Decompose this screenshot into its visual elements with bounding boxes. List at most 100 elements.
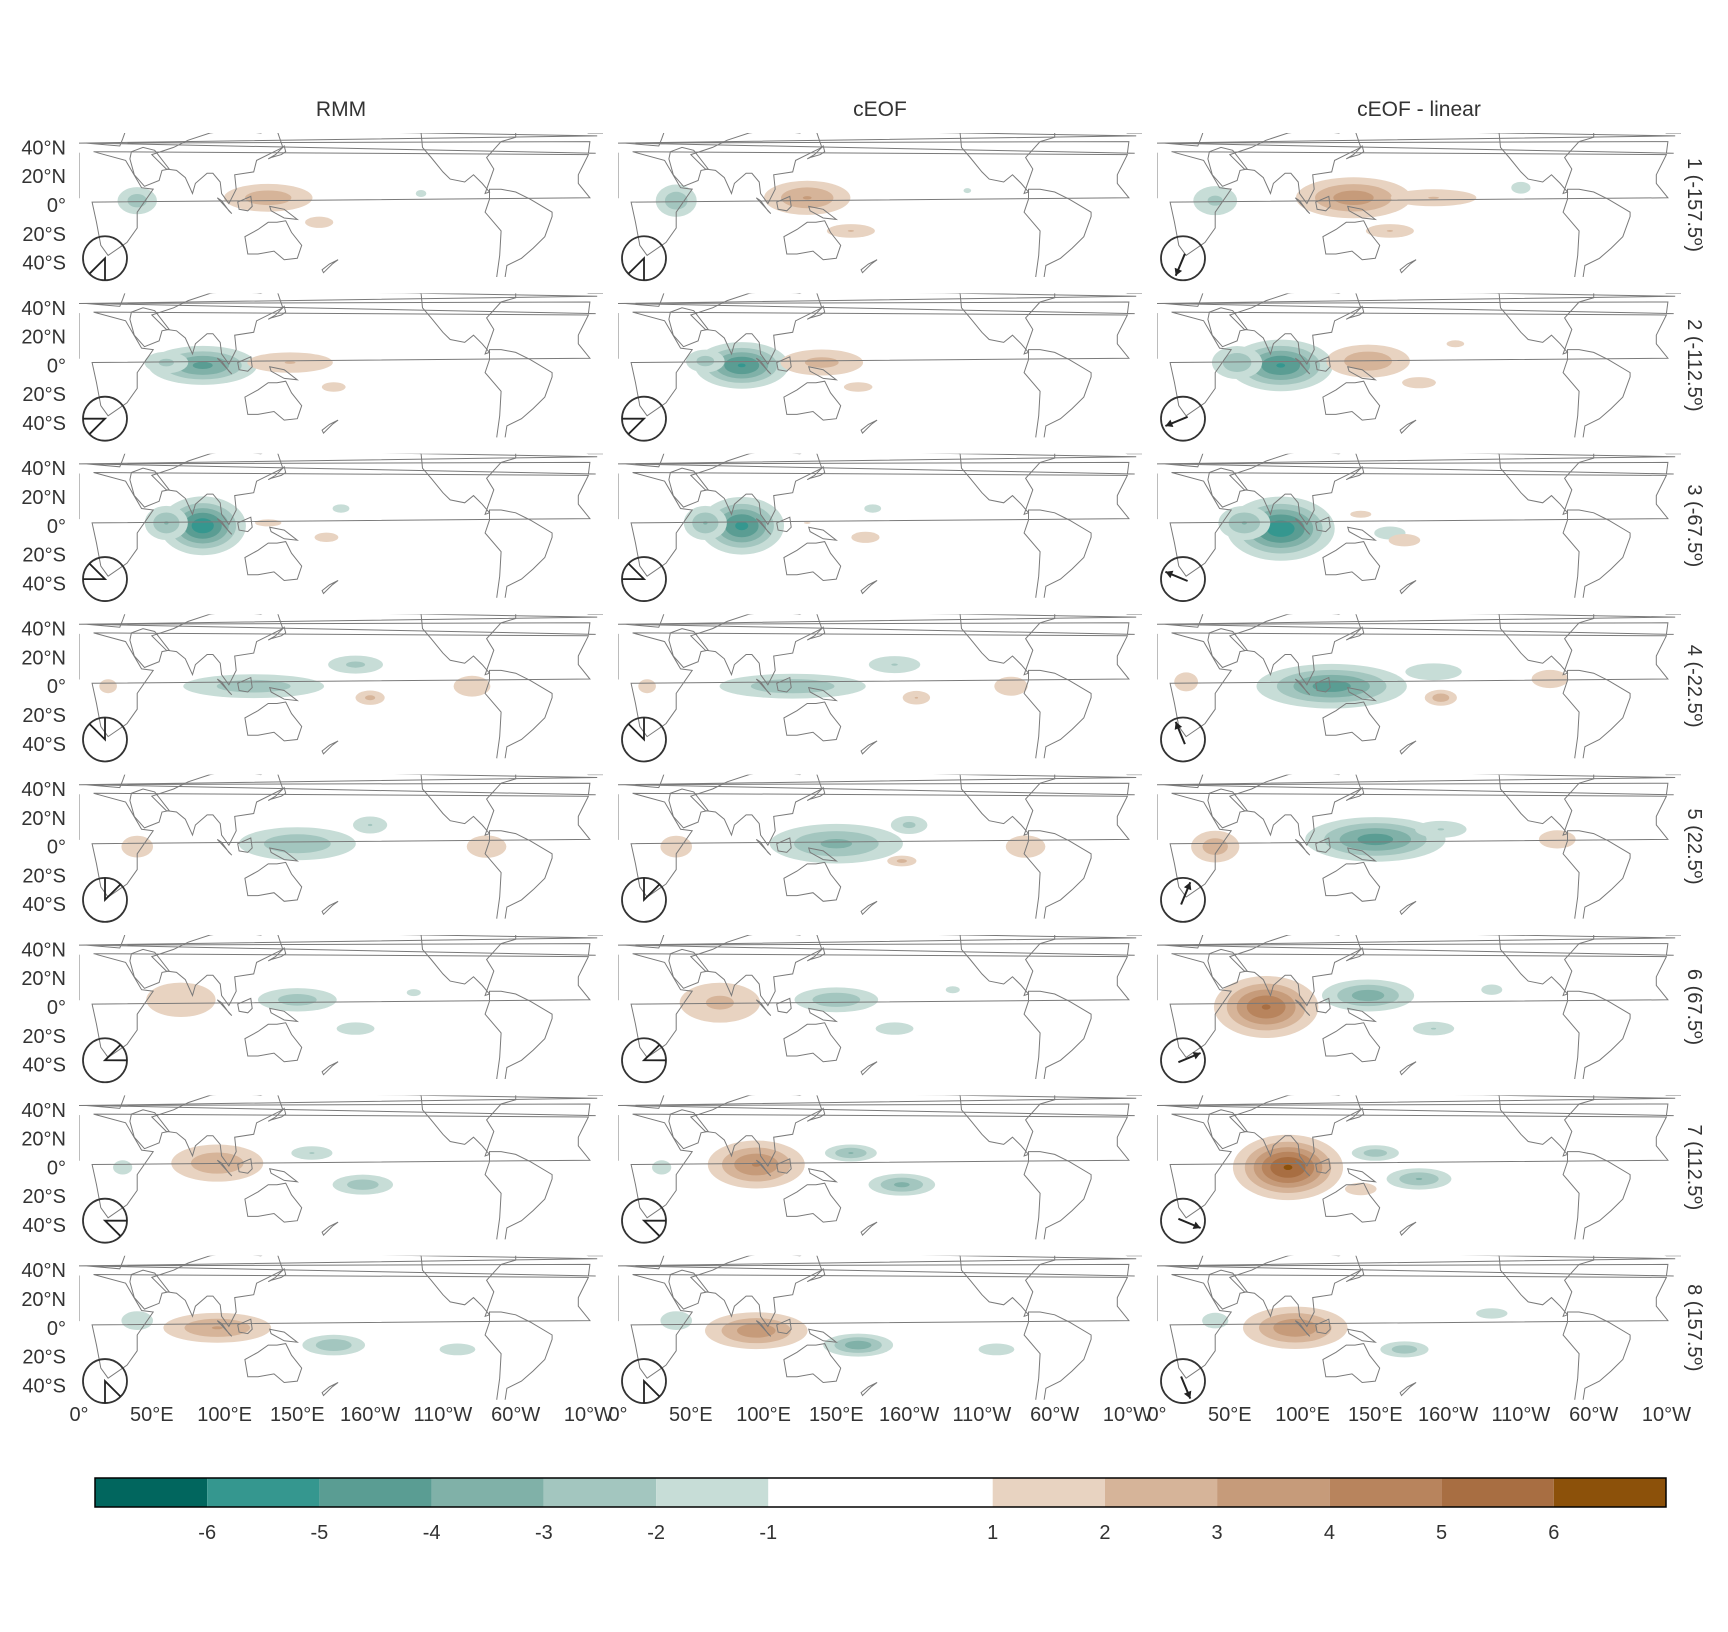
coastline (860, 1061, 878, 1076)
phase-dial (1160, 1197, 1206, 1244)
contour-level (439, 1343, 476, 1356)
coastline (267, 786, 287, 801)
phase-arrowhead (1192, 1052, 1201, 1060)
coastline (1322, 541, 1381, 582)
contour-level (277, 994, 317, 1006)
coastlines (1157, 614, 1681, 759)
coastline (1315, 356, 1331, 372)
coastline (1315, 837, 1331, 853)
latitude-tick-label: 40°S (22, 253, 66, 275)
coastline (1346, 1328, 1378, 1343)
longitude-tick-label: 110°W (414, 1404, 473, 1426)
coastline (1346, 1007, 1378, 1023)
coastline (1345, 305, 1365, 320)
map-panel (79, 774, 603, 919)
coastline (1345, 947, 1365, 962)
contour-level (245, 190, 292, 206)
contour-level (902, 821, 916, 829)
coastline (1169, 632, 1669, 738)
contour-level (703, 521, 708, 525)
phase-arrowhead (1165, 570, 1174, 579)
coastline (419, 133, 517, 195)
coastline (1497, 774, 1595, 836)
map-panel (1157, 614, 1681, 759)
coastline (618, 1095, 1137, 1117)
anomaly-blob (99, 679, 117, 694)
column-titles: RMM cEOF cEOF - linear (316, 98, 1481, 121)
coastline (1023, 990, 1092, 1079)
coastline (1169, 792, 1669, 898)
coastline (484, 509, 553, 598)
coastline (1562, 509, 1631, 598)
panel-background (618, 1255, 1142, 1400)
coastline (860, 740, 878, 755)
anomaly-blob (144, 351, 189, 374)
phase-sector (641, 1044, 667, 1062)
contour-level (914, 696, 919, 699)
coastline (1315, 1158, 1331, 1174)
latitude-tick-label: 0° (47, 1318, 66, 1340)
phase-dial-circle (621, 876, 667, 923)
contour-level (314, 532, 339, 543)
coastline (1665, 935, 1681, 936)
phase-sector (102, 1044, 128, 1062)
longitude-tick-label: 0° (69, 1404, 88, 1426)
phase-dial (621, 395, 667, 442)
anomaly-blob (769, 823, 903, 864)
contour-level (1005, 835, 1046, 858)
phase-dial (82, 235, 128, 282)
latitude-tick-label: 0° (47, 1157, 66, 1179)
latitude-tick-label: 40°S (22, 413, 66, 435)
coastline (1169, 953, 1669, 1059)
contour-level (804, 357, 839, 368)
latitude-tick-label: 0° (47, 676, 66, 698)
latitude-tick-label: 0° (47, 195, 66, 217)
coastline (419, 774, 517, 836)
coastline (783, 1182, 842, 1223)
phase-dial-circle (1160, 1358, 1206, 1404)
coastline (1345, 1107, 1365, 1122)
coastline (1169, 1113, 1669, 1219)
coastline (668, 467, 710, 508)
phase-arrowhead (1183, 882, 1192, 891)
phase-dial-circle (1160, 876, 1206, 923)
coastline (958, 614, 1056, 676)
phase-dial (1160, 1037, 1206, 1084)
coastline (484, 1151, 553, 1240)
anomaly-blob (332, 504, 350, 513)
coastline (150, 293, 284, 365)
phase-sector (82, 417, 108, 435)
coastline (91, 953, 591, 1059)
phase-dial (621, 235, 667, 282)
coastlines (79, 935, 603, 1079)
anomaly-blob (305, 216, 334, 228)
coastline (1126, 1255, 1142, 1257)
latitude-tick-labels: 40°N 20°N 0° 20°S 40°S 40°N 20°N 0° 20°S 40°S 40°N… (21, 137, 66, 1397)
coastline (807, 686, 839, 702)
latitude-tick-label: 20°N (21, 166, 66, 188)
coastline (237, 676, 253, 693)
anomaly-blob (1193, 186, 1238, 216)
phase-dial (621, 1358, 667, 1404)
coastline (419, 614, 517, 676)
coastline (419, 293, 517, 355)
coastline (91, 311, 591, 417)
latitude-tick-label: 40°S (22, 1215, 66, 1237)
coastline (267, 626, 287, 641)
phase-sector (627, 717, 645, 742)
colorbar-bin (1553, 1478, 1666, 1507)
coastline (216, 1320, 233, 1337)
coastline (1322, 380, 1381, 421)
phase-dial (82, 876, 128, 923)
panel-background (618, 614, 1142, 759)
coastline (268, 686, 300, 702)
coastline (1294, 1159, 1311, 1177)
longitude-tick-label: 50°E (669, 1404, 713, 1426)
coastline (237, 837, 253, 853)
contour-level (945, 986, 960, 994)
coastline (668, 1269, 710, 1310)
contour-level (315, 1339, 352, 1351)
coastline (1023, 349, 1092, 438)
anomaly-blob (660, 835, 693, 858)
latitude-tick-label: 0° (47, 837, 66, 859)
